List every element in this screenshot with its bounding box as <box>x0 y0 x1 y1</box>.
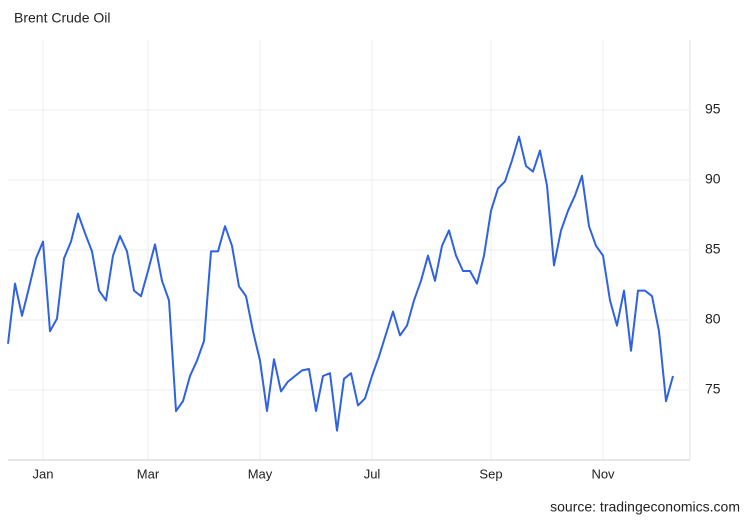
y-tick-label: 75 <box>705 381 721 397</box>
price-line <box>7 135 674 432</box>
y-tick-label: 80 <box>705 311 721 327</box>
chart-title: Brent Crude Oil <box>14 10 110 26</box>
x-tick-label: Jan <box>33 466 54 481</box>
x-tick-label: May <box>248 466 273 481</box>
x-tick-label: Nov <box>591 466 615 481</box>
source-note: source: tradingeconomics.com <box>550 499 740 515</box>
x-tick-label: Sep <box>479 466 502 481</box>
y-tick-label: 90 <box>705 171 721 187</box>
y-tick-label: 85 <box>705 241 721 257</box>
x-tick-label: Mar <box>137 466 160 481</box>
y-tick-label: 95 <box>705 101 721 117</box>
x-tick-label: Jul <box>364 466 381 481</box>
